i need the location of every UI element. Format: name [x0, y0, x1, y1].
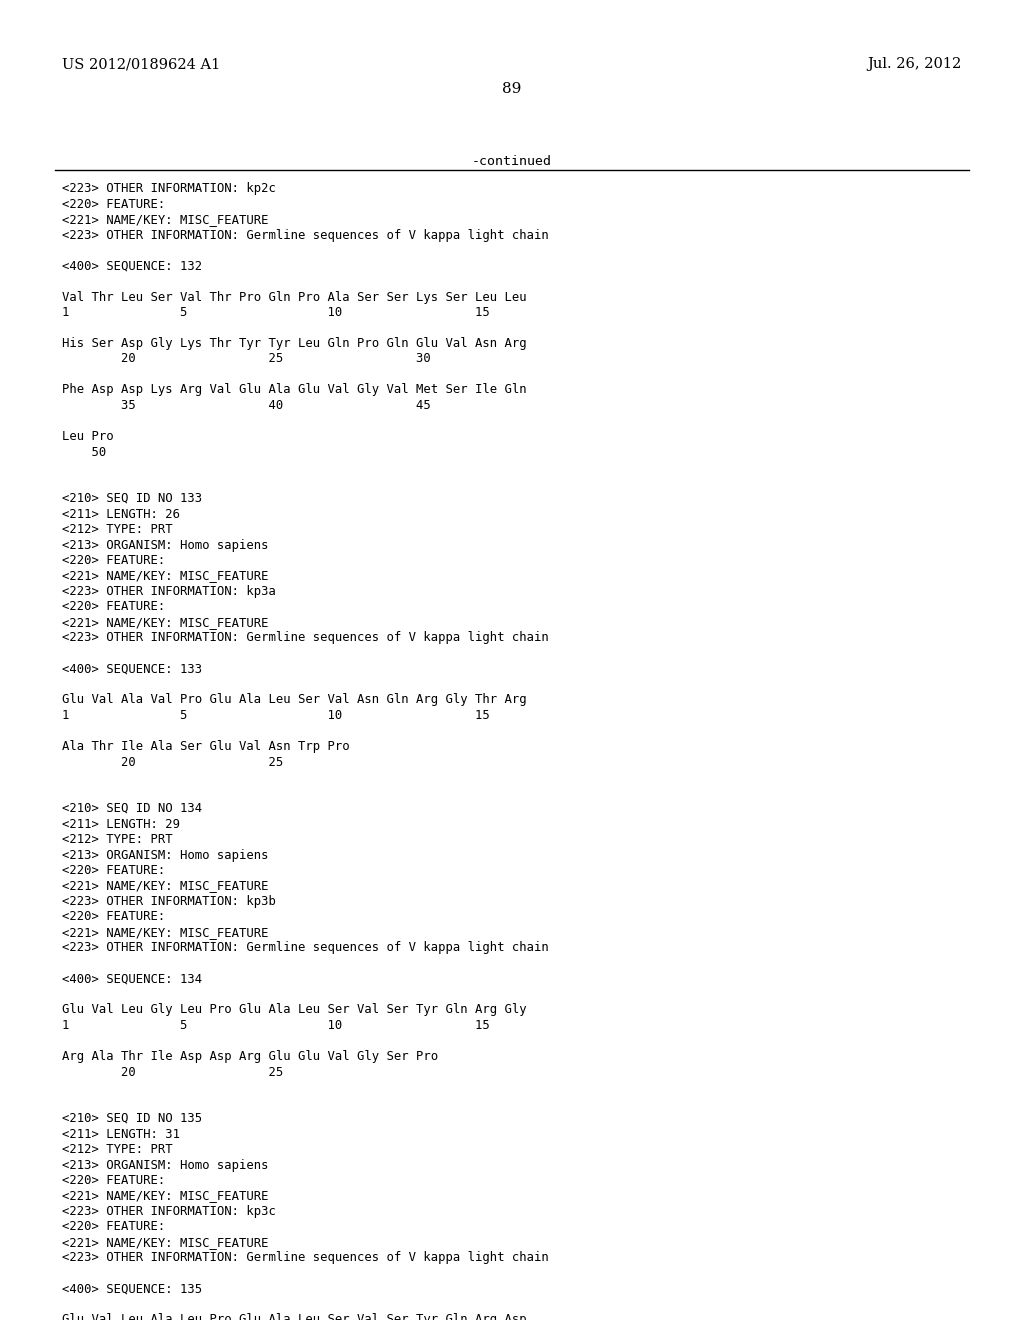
- Text: 89: 89: [503, 82, 521, 96]
- Text: <221> NAME/KEY: MISC_FEATURE: <221> NAME/KEY: MISC_FEATURE: [62, 569, 268, 582]
- Text: 1               5                   10                  15: 1 5 10 15: [62, 306, 489, 319]
- Text: <400> SEQUENCE: 135: <400> SEQUENCE: 135: [62, 1283, 202, 1295]
- Text: <220> FEATURE:: <220> FEATURE:: [62, 198, 165, 210]
- Text: Ala Thr Ile Ala Ser Glu Val Asn Trp Pro: Ala Thr Ile Ala Ser Glu Val Asn Trp Pro: [62, 741, 349, 752]
- Text: Glu Val Ala Val Pro Glu Ala Leu Ser Val Asn Gln Arg Gly Thr Arg: Glu Val Ala Val Pro Glu Ala Leu Ser Val …: [62, 693, 526, 706]
- Text: 20                  25: 20 25: [62, 755, 284, 768]
- Text: <223> OTHER INFORMATION: kp3c: <223> OTHER INFORMATION: kp3c: [62, 1205, 275, 1218]
- Text: <220> FEATURE:: <220> FEATURE:: [62, 1221, 165, 1233]
- Text: 35                  40                  45: 35 40 45: [62, 399, 431, 412]
- Text: <210> SEQ ID NO 133: <210> SEQ ID NO 133: [62, 492, 202, 506]
- Text: Phe Asp Asp Lys Arg Val Glu Ala Glu Val Gly Val Met Ser Ile Gln: Phe Asp Asp Lys Arg Val Glu Ala Glu Val …: [62, 384, 526, 396]
- Text: <220> FEATURE:: <220> FEATURE:: [62, 1173, 165, 1187]
- Text: <221> NAME/KEY: MISC_FEATURE: <221> NAME/KEY: MISC_FEATURE: [62, 1189, 268, 1203]
- Text: <211> LENGTH: 29: <211> LENGTH: 29: [62, 817, 180, 830]
- Text: <212> TYPE: PRT: <212> TYPE: PRT: [62, 1143, 173, 1156]
- Text: <213> ORGANISM: Homo sapiens: <213> ORGANISM: Homo sapiens: [62, 539, 268, 552]
- Text: <213> ORGANISM: Homo sapiens: <213> ORGANISM: Homo sapiens: [62, 849, 268, 862]
- Text: <400> SEQUENCE: 133: <400> SEQUENCE: 133: [62, 663, 202, 676]
- Text: <211> LENGTH: 26: <211> LENGTH: 26: [62, 507, 180, 520]
- Text: <220> FEATURE:: <220> FEATURE:: [62, 865, 165, 876]
- Text: <211> LENGTH: 31: <211> LENGTH: 31: [62, 1127, 180, 1140]
- Text: <212> TYPE: PRT: <212> TYPE: PRT: [62, 523, 173, 536]
- Text: <221> NAME/KEY: MISC_FEATURE: <221> NAME/KEY: MISC_FEATURE: [62, 879, 268, 892]
- Text: -continued: -continued: [472, 154, 552, 168]
- Text: Glu Val Leu Ala Leu Pro Glu Ala Leu Ser Val Ser Tyr Gln Arg Asp: Glu Val Leu Ala Leu Pro Glu Ala Leu Ser …: [62, 1313, 526, 1320]
- Text: <220> FEATURE:: <220> FEATURE:: [62, 554, 165, 568]
- Text: Jul. 26, 2012: Jul. 26, 2012: [867, 57, 962, 71]
- Text: <400> SEQUENCE: 132: <400> SEQUENCE: 132: [62, 260, 202, 272]
- Text: 1               5                   10                  15: 1 5 10 15: [62, 1019, 489, 1032]
- Text: <210> SEQ ID NO 135: <210> SEQ ID NO 135: [62, 1111, 202, 1125]
- Text: <221> NAME/KEY: MISC_FEATURE: <221> NAME/KEY: MISC_FEATURE: [62, 927, 268, 939]
- Text: <221> NAME/KEY: MISC_FEATURE: <221> NAME/KEY: MISC_FEATURE: [62, 1236, 268, 1249]
- Text: US 2012/0189624 A1: US 2012/0189624 A1: [62, 57, 220, 71]
- Text: <210> SEQ ID NO 134: <210> SEQ ID NO 134: [62, 803, 202, 814]
- Text: 1               5                   10                  15: 1 5 10 15: [62, 709, 489, 722]
- Text: Val Thr Leu Ser Val Thr Pro Gln Pro Ala Ser Ser Lys Ser Leu Leu: Val Thr Leu Ser Val Thr Pro Gln Pro Ala …: [62, 290, 526, 304]
- Text: <400> SEQUENCE: 134: <400> SEQUENCE: 134: [62, 973, 202, 986]
- Text: <223> OTHER INFORMATION: Germline sequences of V kappa light chain: <223> OTHER INFORMATION: Germline sequen…: [62, 631, 549, 644]
- Text: 50: 50: [62, 446, 106, 458]
- Text: Glu Val Leu Gly Leu Pro Glu Ala Leu Ser Val Ser Tyr Gln Arg Gly: Glu Val Leu Gly Leu Pro Glu Ala Leu Ser …: [62, 1003, 526, 1016]
- Text: <223> OTHER INFORMATION: Germline sequences of V kappa light chain: <223> OTHER INFORMATION: Germline sequen…: [62, 1251, 549, 1265]
- Text: <221> NAME/KEY: MISC_FEATURE: <221> NAME/KEY: MISC_FEATURE: [62, 616, 268, 630]
- Text: <223> OTHER INFORMATION: Germline sequences of V kappa light chain: <223> OTHER INFORMATION: Germline sequen…: [62, 941, 549, 954]
- Text: <212> TYPE: PRT: <212> TYPE: PRT: [62, 833, 173, 846]
- Text: <213> ORGANISM: Homo sapiens: <213> ORGANISM: Homo sapiens: [62, 1159, 268, 1172]
- Text: <220> FEATURE:: <220> FEATURE:: [62, 601, 165, 614]
- Text: <223> OTHER INFORMATION: kp2c: <223> OTHER INFORMATION: kp2c: [62, 182, 275, 195]
- Text: <221> NAME/KEY: MISC_FEATURE: <221> NAME/KEY: MISC_FEATURE: [62, 213, 268, 226]
- Text: <223> OTHER INFORMATION: Germline sequences of V kappa light chain: <223> OTHER INFORMATION: Germline sequen…: [62, 228, 549, 242]
- Text: <223> OTHER INFORMATION: kp3b: <223> OTHER INFORMATION: kp3b: [62, 895, 275, 908]
- Text: <223> OTHER INFORMATION: kp3a: <223> OTHER INFORMATION: kp3a: [62, 585, 275, 598]
- Text: His Ser Asp Gly Lys Thr Tyr Tyr Leu Gln Pro Gln Glu Val Asn Arg: His Ser Asp Gly Lys Thr Tyr Tyr Leu Gln …: [62, 337, 526, 350]
- Text: <220> FEATURE:: <220> FEATURE:: [62, 911, 165, 924]
- Text: 20                  25                  30: 20 25 30: [62, 352, 431, 366]
- Text: Arg Ala Thr Ile Asp Asp Arg Glu Glu Val Gly Ser Pro: Arg Ala Thr Ile Asp Asp Arg Glu Glu Val …: [62, 1049, 438, 1063]
- Text: 20                  25: 20 25: [62, 1065, 284, 1078]
- Text: Leu Pro: Leu Pro: [62, 430, 114, 444]
